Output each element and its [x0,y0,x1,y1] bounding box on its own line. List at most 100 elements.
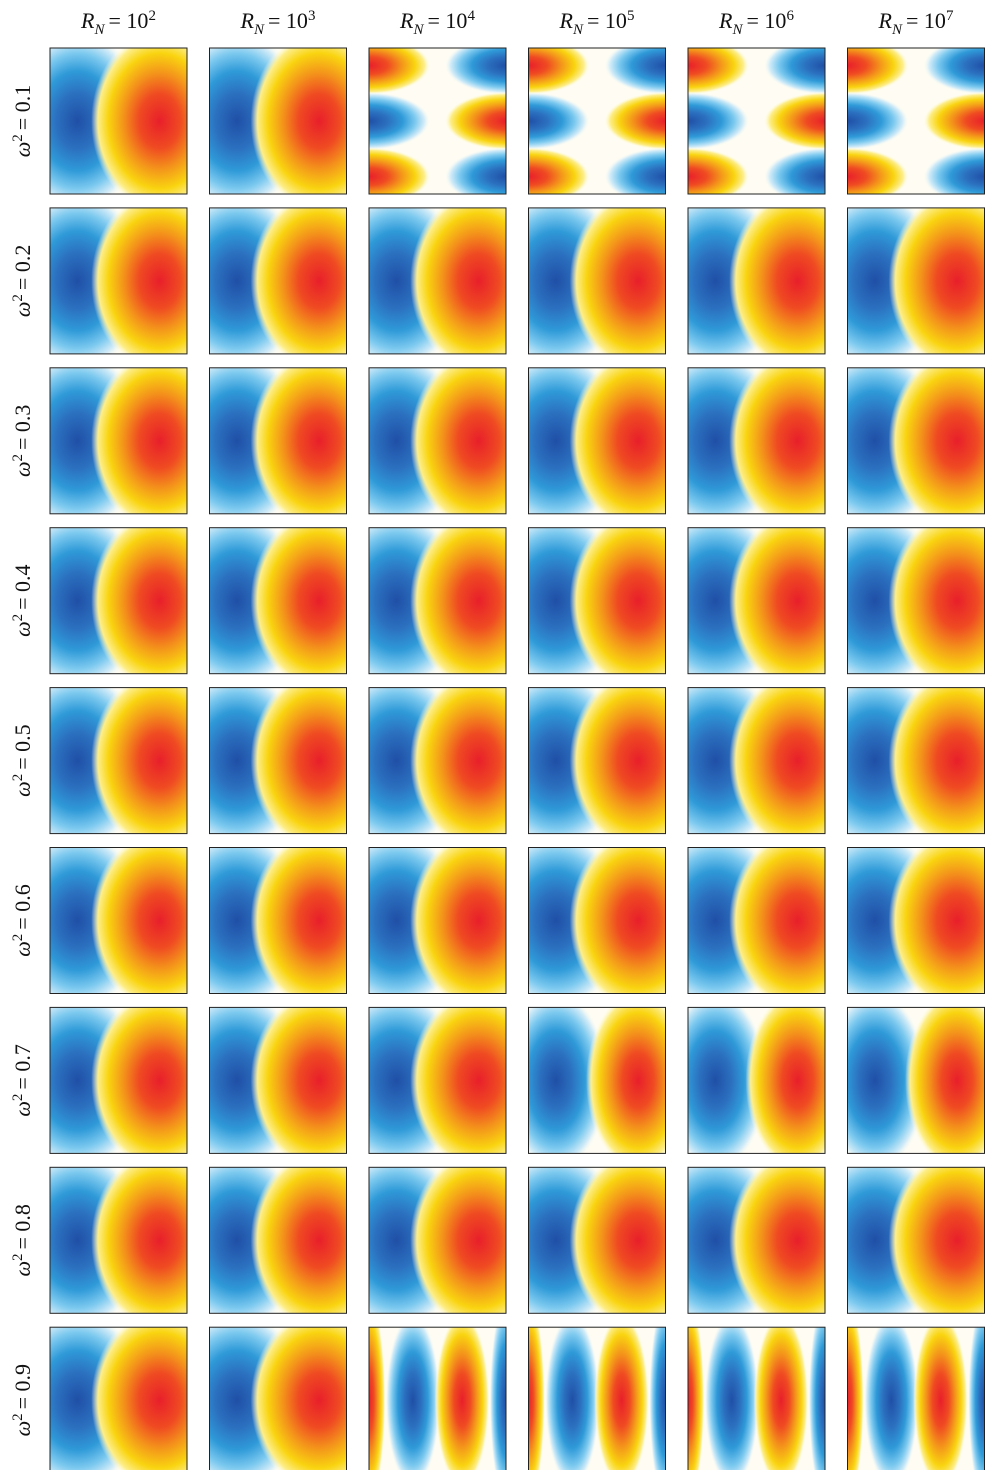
red-lobe [729,847,825,994]
red-lobe [847,1327,864,1470]
panel-border [209,207,347,355]
symbol: ω [10,621,35,637]
exponent: 2 [10,134,26,142]
red-lobe [91,1327,187,1470]
contour-panel [528,367,666,514]
equals: = 0.3 [10,405,35,450]
contour-panel [50,527,187,674]
red-lobe [888,687,985,834]
red-lobe [91,367,187,514]
equals: = 10 [906,8,946,33]
contour-panel [847,48,985,194]
blue-lobe [528,1007,608,1154]
row-label: ω2 = 0.9 [10,1364,35,1436]
red-lobe [594,1327,650,1470]
red-lobe [888,527,985,674]
symbol: ω [10,1421,35,1437]
contour-panel [209,687,347,834]
panel-border [847,47,985,195]
contour-panel [209,1007,347,1154]
panel-border [687,207,826,355]
red-lobe [369,48,431,95]
panel-border [847,1006,985,1154]
panel-border [847,527,985,675]
red-lobe [250,687,347,834]
panel-border [847,1166,985,1314]
panel-border [49,367,188,515]
panel-border [368,1166,507,1314]
red-lobe [528,147,591,194]
red-lobe [369,1327,386,1470]
blue-lobe [847,91,910,151]
blue-lobe [603,147,666,194]
red-lobe [888,1167,985,1314]
blue-lobe [649,1327,666,1470]
panel-border [687,367,826,515]
exponent: 2 [10,294,26,302]
contour-panel [847,527,985,674]
panel-border [368,687,507,835]
subscript: N [891,22,903,38]
symbol: R [399,8,414,33]
column-header: RN = 106 [718,8,794,38]
panel-border [209,1166,347,1314]
panel-border [528,367,666,515]
symbol: ω [10,461,35,477]
symbol: R [878,8,893,33]
red-lobe [688,48,750,95]
symbol: R [80,8,95,33]
red-lobe [586,1007,666,1154]
contour-panel [528,1007,666,1154]
blue-lobe [763,147,825,194]
red-lobe [91,687,187,834]
red-lobe [410,1167,506,1314]
exponent: 5 [627,8,635,24]
exponent: 7 [946,8,954,24]
panel-border [528,847,666,994]
panel-border [49,1006,188,1154]
symbol: ω [10,142,35,158]
exponent: 2 [10,1094,26,1102]
red-lobe [688,1327,705,1470]
contour-panel [50,1327,187,1470]
red-lobe [91,1007,187,1154]
blue-lobe [863,1327,919,1470]
red-lobe [250,847,347,994]
symbol: R [240,8,255,33]
equals: = 0.7 [10,1044,35,1089]
panel-border [528,527,666,675]
red-lobe [250,1327,347,1470]
exponent: 2 [10,774,26,782]
contour-panel [528,1327,666,1470]
blue-lobe [489,1327,506,1470]
symbol: ω [10,781,35,797]
row-label: ω2 = 0.8 [10,1204,35,1276]
contour-panel [50,1167,187,1314]
red-lobe [569,847,666,994]
row-label: ω2 = 0.7 [10,1044,35,1116]
red-lobe [410,367,506,514]
red-lobe [569,367,666,514]
contour-panel [369,527,506,674]
panel-border [368,47,507,195]
panel-border [49,47,188,195]
red-lobe [250,207,347,354]
contour-panel [688,207,825,354]
contour-panel [369,1327,506,1470]
panel-border [687,687,826,835]
row-label: ω2 = 0.6 [10,884,35,956]
contour-panel [847,847,985,994]
red-lobe [569,527,666,674]
contour-panel [50,367,187,514]
contour-panel [50,687,187,834]
exponent: 2 [10,934,26,942]
contour-panel [209,1167,347,1314]
blue-lobe [763,48,825,95]
contour-panel [50,207,187,354]
red-lobe [528,1327,545,1470]
panel-border [847,207,985,355]
red-lobe [847,147,910,194]
red-lobe [569,687,666,834]
contour-panel [688,527,825,674]
